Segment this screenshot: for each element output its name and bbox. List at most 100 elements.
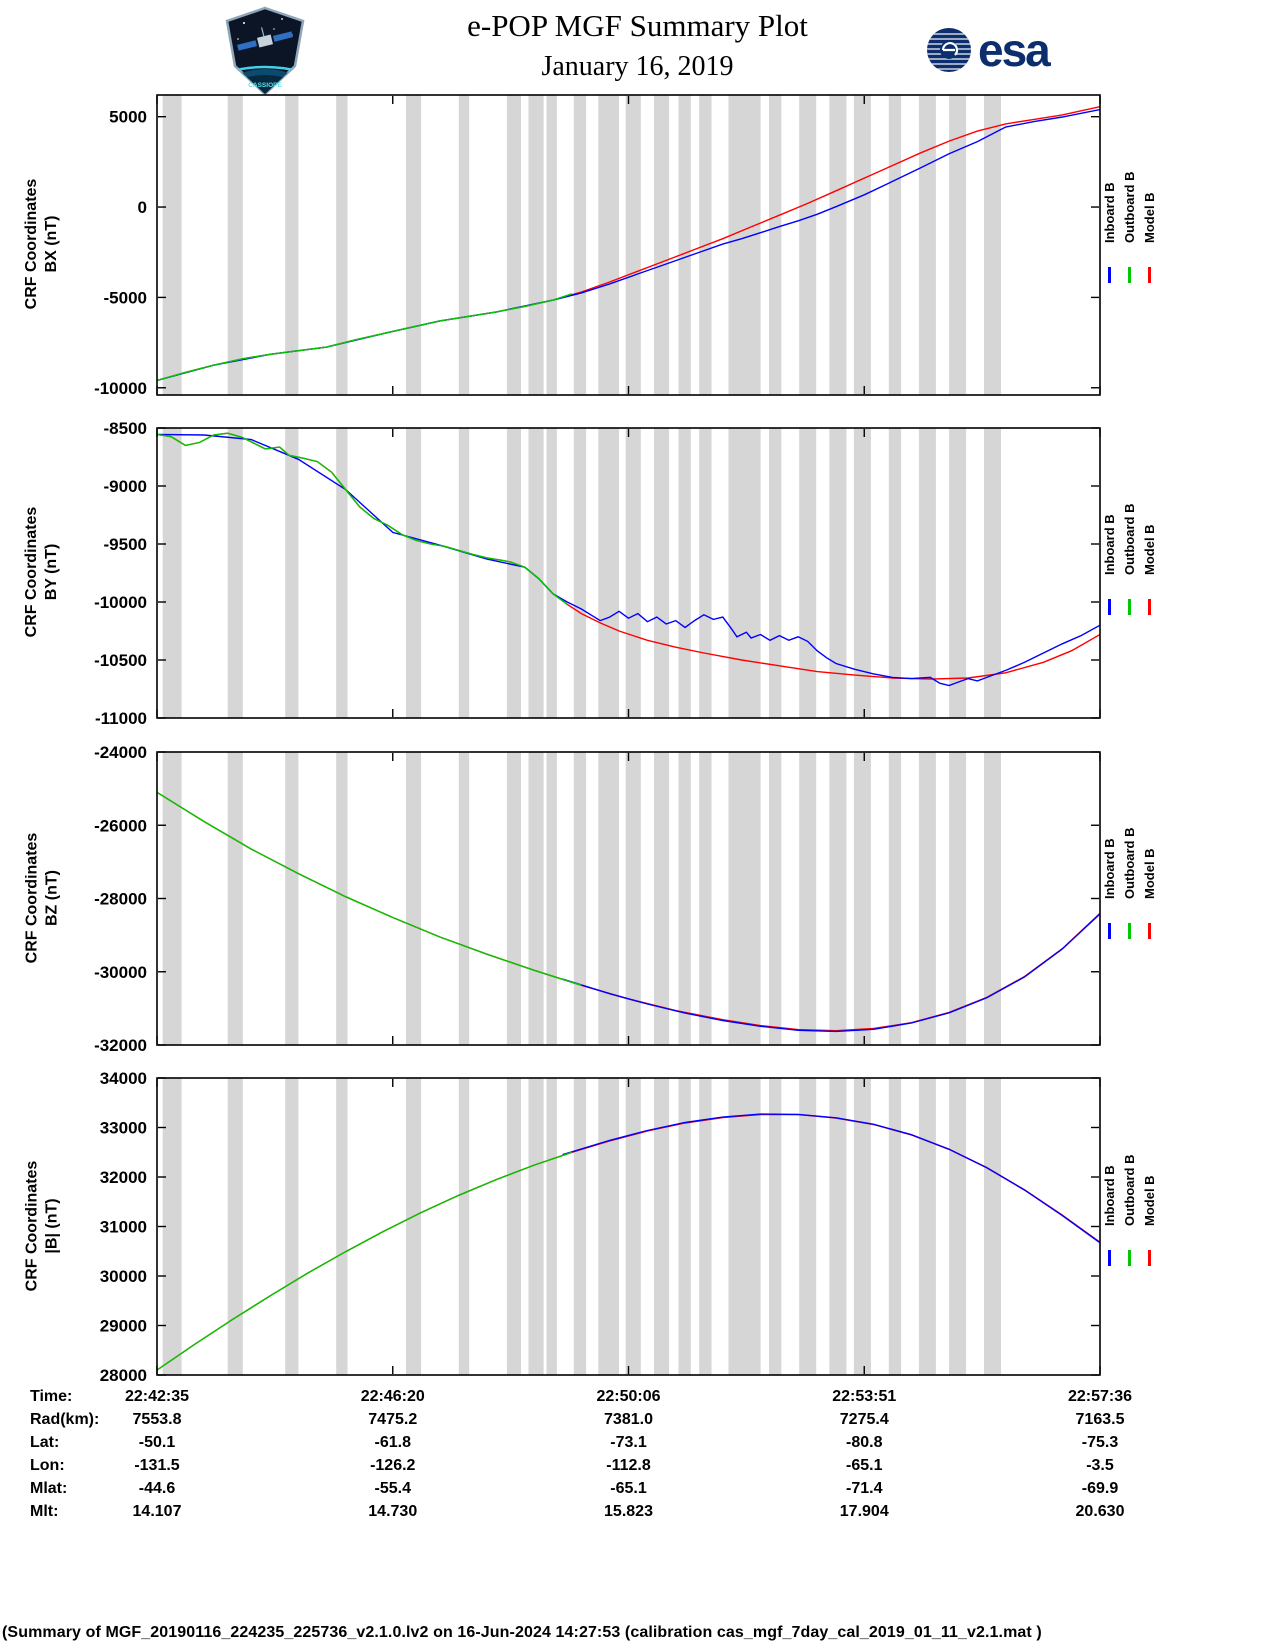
series-inboard-line: [562, 913, 1100, 1033]
y-tick-label: -26000: [94, 816, 147, 835]
data-gap-band: [285, 752, 299, 1045]
legend-marker-outboard: [1128, 923, 1131, 940]
data-gap-band: [949, 752, 967, 1045]
data-gap-band: [227, 428, 243, 718]
data-gap-band: [458, 1078, 470, 1375]
data-gap-band: [769, 1078, 782, 1375]
data-gap-band: [829, 428, 847, 718]
y-tick-label: -28000: [94, 890, 147, 909]
series-outboard-line: [157, 432, 568, 605]
data-gap-band: [949, 95, 967, 395]
plot-border: [156, 427, 1101, 719]
legend-marker-inboard: [1108, 1249, 1111, 1266]
data-gap-band: [769, 752, 782, 1045]
plot-border: [156, 751, 1101, 1046]
header: CASSIOPE e-POP MGF Summary Plot January …: [0, 0, 1275, 96]
series-outboard-line: [157, 791, 582, 986]
data-gap-band: [949, 428, 967, 718]
legend-label: Outboard B: [1122, 171, 1137, 244]
series-outboard-line: [157, 293, 573, 382]
data-gap-band: [654, 428, 670, 718]
y-tick-label: -9500: [104, 535, 147, 554]
legend-label: Model B: [1142, 848, 1157, 900]
y-tick-label: 34000: [100, 1069, 147, 1088]
data-gap-band: [506, 752, 521, 1045]
data-gap-band: [573, 428, 587, 718]
ephemeris-value: -126.2: [370, 1457, 416, 1474]
ephemeris-value: 7553.8: [132, 1411, 182, 1428]
ephemeris-value: 7275.4: [839, 1411, 889, 1428]
data-gap-band: [699, 428, 712, 718]
data-gap-band: [598, 95, 619, 395]
ephemeris-value: -112.8: [606, 1457, 651, 1474]
data-gap-band: [598, 752, 619, 1045]
data-gap-band: [546, 1078, 557, 1375]
data-gap-band: [728, 1078, 761, 1375]
panel-bx-chart: 5000 0 -5000 -10000: [94, 94, 1101, 398]
data-gap-band: [984, 752, 1001, 1045]
y-tick-label: -9000: [104, 477, 147, 496]
y-axis-label-bz: CRF Coordinates BZ (nT): [23, 832, 60, 963]
esa-wordmark: esa: [978, 24, 1051, 76]
y-tick-label: -10500: [94, 651, 147, 670]
data-gap-band: [654, 95, 670, 395]
data-gap-band: [162, 428, 182, 718]
y-axis-label-bmag: CRF Coordinates |B| (nT): [23, 1160, 60, 1291]
ephemeris-table: Time: 22:42:35 22:46:20 22:50:06 22:53:51 22:…: [0, 1388, 1275, 1526]
data-gap-band: [546, 428, 557, 718]
esa-emblem-icon: [927, 28, 971, 72]
data-gap-band: [528, 428, 544, 718]
legend-entry: Inboard B: [1102, 137, 1117, 283]
legend-entry: Model B: [1142, 137, 1157, 283]
data-gap-band: [227, 1078, 243, 1375]
legend-entry: Inboard B: [1102, 793, 1117, 940]
ephemeris-value: -65.1: [846, 1457, 883, 1474]
data-gap-band: [573, 752, 587, 1045]
data-gap-band: [678, 428, 691, 718]
data-gap-band: [625, 428, 641, 718]
legend-label: Outboard B: [1122, 503, 1137, 575]
legend-marker-outboard: [1128, 1249, 1131, 1266]
ephemeris-value: 22:53:51: [832, 1388, 897, 1405]
data-gap-band: [625, 95, 641, 395]
data-gap-band: [506, 428, 521, 718]
data-gap-band: [918, 1078, 936, 1375]
y-tick-label: -10000: [94, 379, 147, 398]
y-tick-label: -5000: [104, 288, 147, 307]
ephemeris-value: -55.4: [374, 1480, 411, 1497]
title-block: e-POP MGF Summary Plot January 16, 2019: [0, 8, 1275, 83]
legend-by: Inboard B Outboard B Model B: [1102, 469, 1157, 615]
footer-caption: (Summary of MGF_20190116_224235_225736_v…: [2, 1624, 1042, 1641]
legend-marker-outboard: [1128, 267, 1131, 283]
ephemeris-value: 7163.5: [1075, 1411, 1125, 1428]
ephemeris-value: -80.8: [846, 1434, 883, 1451]
page-title: e-POP MGF Summary Plot: [467, 8, 808, 43]
legend-marker-model: [1148, 267, 1151, 283]
data-gap-band: [799, 95, 817, 395]
ephemeris-row-time: Time: 22:42:35 22:46:20 22:50:06 22:53:51 22:…: [0, 1388, 1275, 1411]
data-gap-band: [162, 1078, 182, 1375]
legend-label: Inboard B: [1102, 182, 1117, 243]
data-gap-band: [625, 752, 641, 1045]
data-gap-band: [336, 95, 348, 395]
data-gap-band: [918, 428, 936, 718]
data-gap-band: [888, 752, 902, 1045]
data-gap-band: [162, 752, 182, 1045]
panel-by-chart: -8500 -9000 -9500 -10000 -10500 -11000: [94, 419, 1101, 728]
data-gap-band: [984, 428, 1001, 718]
data-gap-band: [285, 95, 299, 395]
data-gap-band: [285, 428, 299, 718]
ephemeris-value: 7381.0: [604, 1411, 653, 1428]
ephemeris-row-label: Lon:: [30, 1457, 65, 1474]
ephemeris-row-label: Time:: [30, 1388, 73, 1405]
y-tick-label: 31000: [100, 1218, 147, 1237]
y-tick-label: -8500: [104, 419, 147, 438]
legend-marker-model: [1148, 598, 1151, 615]
data-gap-band: [458, 95, 470, 395]
data-gap-band: [528, 752, 544, 1045]
y-tick-label: 5000: [109, 108, 147, 127]
mission-patch-icon: CASSIOPE: [225, 6, 305, 96]
ephemeris-row-label: Lat:: [30, 1434, 60, 1451]
legend-entry: Outboard B: [1122, 793, 1137, 940]
ephemeris-row-label: Mlat:: [30, 1480, 68, 1497]
